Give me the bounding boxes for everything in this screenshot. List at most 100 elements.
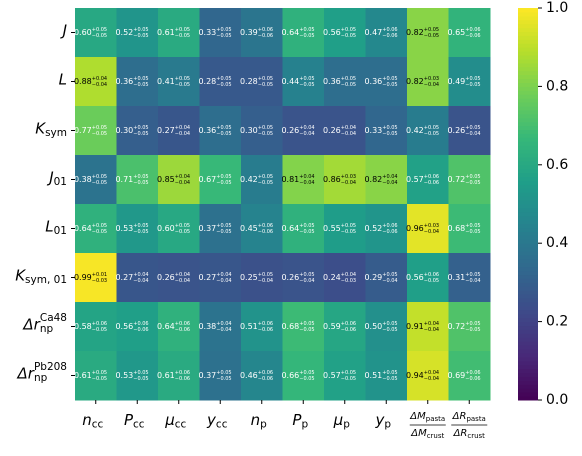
colorbar-segment bbox=[518, 321, 538, 327]
cell-err-plus: +0.04 bbox=[133, 272, 148, 278]
colorbar-segment bbox=[518, 66, 538, 72]
col-label-base: y bbox=[206, 411, 217, 429]
colorbar-segment bbox=[518, 188, 538, 193]
colorbar-tick-label: 0.6 bbox=[546, 157, 568, 173]
row-label-sub: 01 bbox=[54, 176, 67, 188]
colorbar-segment bbox=[518, 231, 538, 236]
colorbar-segment bbox=[518, 15, 538, 21]
colorbar-segment bbox=[518, 251, 538, 256]
heatmap-cell bbox=[448, 155, 491, 205]
cell-err-minus: −0.05 bbox=[382, 327, 397, 333]
cell-err-plus: +0.04 bbox=[299, 125, 314, 131]
cell-err-minus: −0.05 bbox=[133, 180, 148, 186]
cell-err-minus: −0.05 bbox=[92, 327, 107, 333]
colorbar-segment bbox=[518, 70, 538, 76]
cell-err-plus: +0.05 bbox=[258, 76, 273, 82]
heatmap-cell bbox=[75, 302, 117, 352]
col-label-num-sub: pasta bbox=[426, 415, 445, 423]
cell-value: 0.33 bbox=[364, 126, 382, 135]
cell-value: 0.33 bbox=[198, 28, 216, 37]
cell-err-minus: −0.06 bbox=[258, 33, 273, 39]
cell-value: 0.60 bbox=[74, 28, 92, 37]
colorbar-segment bbox=[518, 200, 538, 205]
cell-value: 0.69 bbox=[447, 371, 465, 380]
cell-value: 0.36 bbox=[364, 77, 382, 86]
cell-err-minus: −0.05 bbox=[465, 229, 480, 235]
cell-err-plus: +0.06 bbox=[175, 321, 190, 327]
cell-value: 0.60 bbox=[157, 224, 175, 233]
cell-err-plus: +0.05 bbox=[465, 223, 480, 229]
cell-value: 0.30 bbox=[240, 126, 258, 135]
cell-err-minus: −0.05 bbox=[341, 376, 356, 382]
colorbar-segment bbox=[518, 227, 538, 232]
cell-value: 0.36 bbox=[115, 77, 133, 86]
cell-err-plus: +0.06 bbox=[341, 321, 356, 327]
cell-value: 0.27 bbox=[198, 273, 216, 282]
cell-err-minus: −0.05 bbox=[258, 131, 273, 137]
cell-err-plus: +0.05 bbox=[175, 27, 190, 33]
cell-err-plus: +0.05 bbox=[216, 370, 231, 376]
cell-err-minus: −0.04 bbox=[175, 278, 190, 284]
col-label-num: ΔRpasta bbox=[452, 411, 486, 423]
colorbar-segment bbox=[518, 341, 538, 346]
colorbar-segment bbox=[518, 317, 538, 323]
colorbar-segment bbox=[518, 290, 538, 295]
cell-value: 0.42 bbox=[406, 126, 424, 135]
colorbar-segment bbox=[518, 47, 538, 52]
cell-err-plus: +0.04 bbox=[424, 370, 439, 376]
cell-err-plus: +0.06 bbox=[133, 321, 148, 327]
colorbar-tick-label: 0.0 bbox=[546, 392, 568, 408]
cell-err-plus: +0.05 bbox=[424, 125, 439, 131]
heatmap-cell bbox=[324, 8, 366, 58]
heatmap-cell bbox=[199, 302, 242, 352]
heatmap-cell bbox=[282, 302, 325, 352]
cell-value: 0.46 bbox=[240, 371, 258, 380]
col-label-sub: p bbox=[384, 419, 391, 431]
col-label-base: n bbox=[251, 411, 261, 429]
cell-err-plus: +0.05 bbox=[258, 125, 273, 131]
col-label: ycc bbox=[206, 411, 228, 431]
cell-value: 0.31 bbox=[447, 273, 465, 282]
cell-value: 0.64 bbox=[74, 224, 92, 233]
heatmap-cell bbox=[158, 351, 200, 401]
cell-err-minus: −0.05 bbox=[133, 33, 148, 39]
cell-value: 0.53 bbox=[115, 224, 133, 233]
col-label: np bbox=[251, 411, 268, 431]
colorbar-segment bbox=[518, 286, 538, 291]
col-label-base: n bbox=[82, 411, 92, 429]
row-label-base: L bbox=[45, 217, 53, 235]
cell-err-minus: −0.05 bbox=[382, 82, 397, 88]
cell-err-minus: −0.06 bbox=[258, 376, 273, 382]
cell-err-plus: +0.05 bbox=[133, 27, 148, 33]
colorbar-segment bbox=[518, 153, 538, 158]
col-label: yp bbox=[374, 411, 391, 431]
colorbar-segment bbox=[518, 121, 538, 127]
colorbar-segment bbox=[518, 329, 538, 334]
cell-err-plus: +0.05 bbox=[216, 27, 231, 33]
cell-err-minus: −0.05 bbox=[424, 33, 439, 39]
cell-err-minus: −0.04 bbox=[299, 131, 314, 137]
cell-err-plus: +0.06 bbox=[465, 27, 480, 33]
colorbar-segment bbox=[518, 274, 538, 279]
cell-err-minus: −0.05 bbox=[175, 229, 190, 235]
cell-err-minus: −0.04 bbox=[424, 376, 439, 382]
cell-err-plus: +0.04 bbox=[175, 174, 190, 180]
heatmap-cell bbox=[324, 204, 366, 254]
heatmap-cell bbox=[282, 106, 325, 156]
colorbar-segment bbox=[518, 78, 538, 83]
cell-value: 0.55 bbox=[323, 224, 341, 233]
cell-value: 0.26 bbox=[323, 126, 341, 135]
cell-err-minus: −0.05 bbox=[92, 229, 107, 235]
cell-value: 0.77 bbox=[74, 126, 92, 135]
col-label-base: μ bbox=[333, 411, 344, 429]
cell-err-plus: +0.05 bbox=[258, 272, 273, 278]
cell-value: 0.26 bbox=[447, 126, 465, 135]
heatmap-cell bbox=[158, 302, 200, 352]
cell-value: 0.96 bbox=[406, 224, 424, 233]
cell-value: 0.81 bbox=[281, 175, 299, 184]
cell-err-plus: +0.03 bbox=[424, 223, 439, 229]
cell-value: 0.24 bbox=[323, 273, 341, 282]
heatmap-cell bbox=[241, 302, 283, 352]
heatmap-cell bbox=[448, 106, 491, 156]
cell-err-plus: +0.05 bbox=[465, 272, 480, 278]
